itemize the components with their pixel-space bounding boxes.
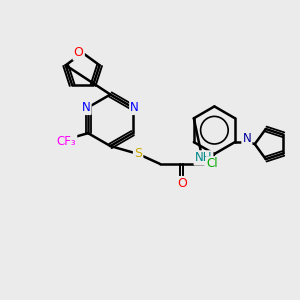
Text: O: O (177, 177, 187, 190)
Text: N: N (82, 101, 91, 114)
Text: NH: NH (195, 152, 212, 164)
Text: Cl: Cl (207, 158, 218, 170)
Text: S: S (134, 148, 142, 160)
Text: N: N (242, 132, 251, 145)
Text: N: N (130, 101, 139, 114)
Text: CF₃: CF₃ (56, 135, 76, 148)
Text: O: O (74, 46, 84, 59)
